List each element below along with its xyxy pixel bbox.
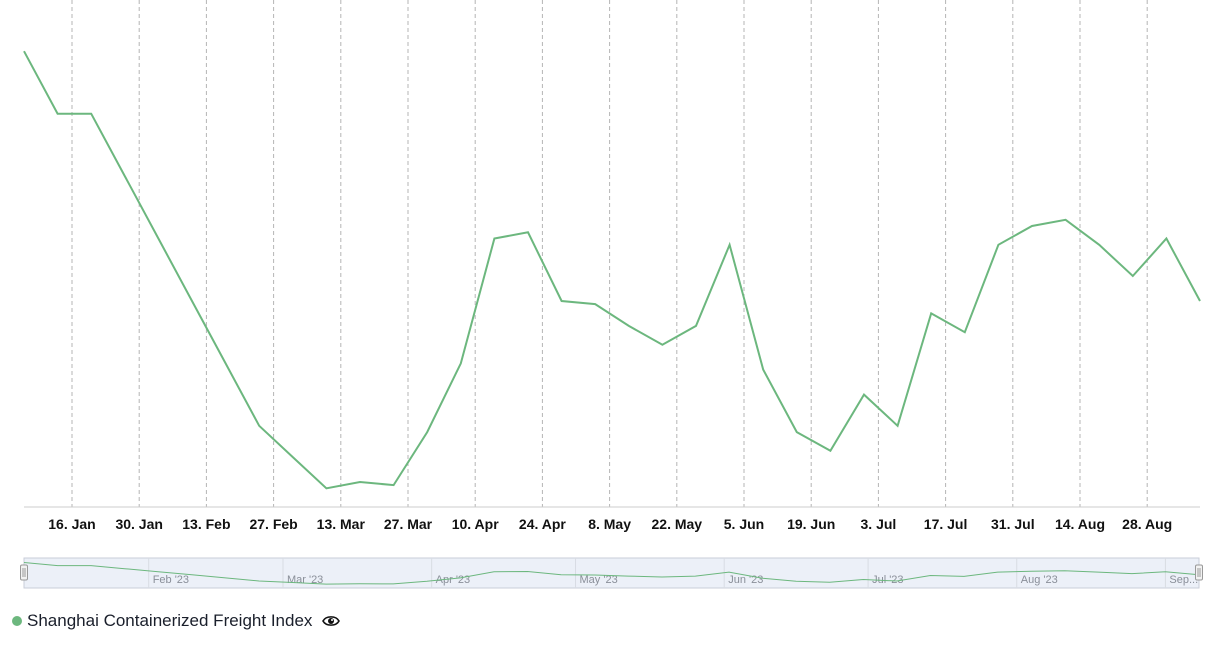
- x-tick-label: 16. Jan: [48, 516, 95, 532]
- x-tick-label: 31. Jul: [991, 516, 1035, 532]
- grid-lines: [71, 0, 1148, 507]
- x-tick-label: 30. Jan: [115, 516, 162, 532]
- navigator-label: Aug '23: [1021, 574, 1058, 586]
- navigator-label: Feb '23: [153, 574, 189, 586]
- x-tick-label: 13. Mar: [317, 516, 366, 532]
- legend[interactable]: Shanghai Containerized Freight Index: [12, 610, 341, 632]
- navigator-handle-right[interactable]: [1195, 564, 1203, 581]
- x-tick-label: 22. May: [652, 516, 703, 532]
- navigator-label: Jul '23: [872, 574, 903, 586]
- x-tick-label: 10. Apr: [452, 516, 499, 532]
- legend-marker: [12, 616, 22, 626]
- eye-icon[interactable]: [322, 614, 341, 628]
- x-tick-label: 28. Aug: [1122, 516, 1172, 532]
- x-tick-label: 17. Jul: [924, 516, 968, 532]
- x-tick-label: 13. Feb: [182, 516, 230, 532]
- navigator-label: May '23: [580, 574, 618, 586]
- navigator-label: Apr '23: [436, 574, 471, 586]
- navigator-label: Sep...: [1169, 574, 1198, 586]
- navigator-label: Jun '23: [728, 574, 763, 586]
- x-axis-ticks: 16. Jan 30. Jan 13. Feb 27. Feb 13. Mar 27. M…: [48, 516, 1172, 532]
- x-tick-label: 3. Jul: [861, 516, 897, 532]
- x-tick-label: 19. Jun: [787, 516, 835, 532]
- legend-label[interactable]: Shanghai Containerized Freight Index: [27, 611, 313, 630]
- navigator[interactable]: Feb '23 Mar '23 Apr '23 May '23 Jun '23 Jul '…: [20, 557, 1203, 589]
- x-tick-label: 8. May: [588, 516, 631, 532]
- x-tick-label: 14. Aug: [1055, 516, 1105, 532]
- navigator-handle-left[interactable]: [20, 564, 28, 581]
- series-line-scfi[interactable]: [23, 50, 1201, 490]
- navigator-series-line: [23, 562, 1200, 585]
- x-tick-label: 27. Feb: [249, 516, 297, 532]
- x-tick-label: 27. Mar: [384, 516, 433, 532]
- x-tick-label: 5. Jun: [724, 516, 764, 532]
- x-tick-label: 24. Apr: [519, 516, 566, 532]
